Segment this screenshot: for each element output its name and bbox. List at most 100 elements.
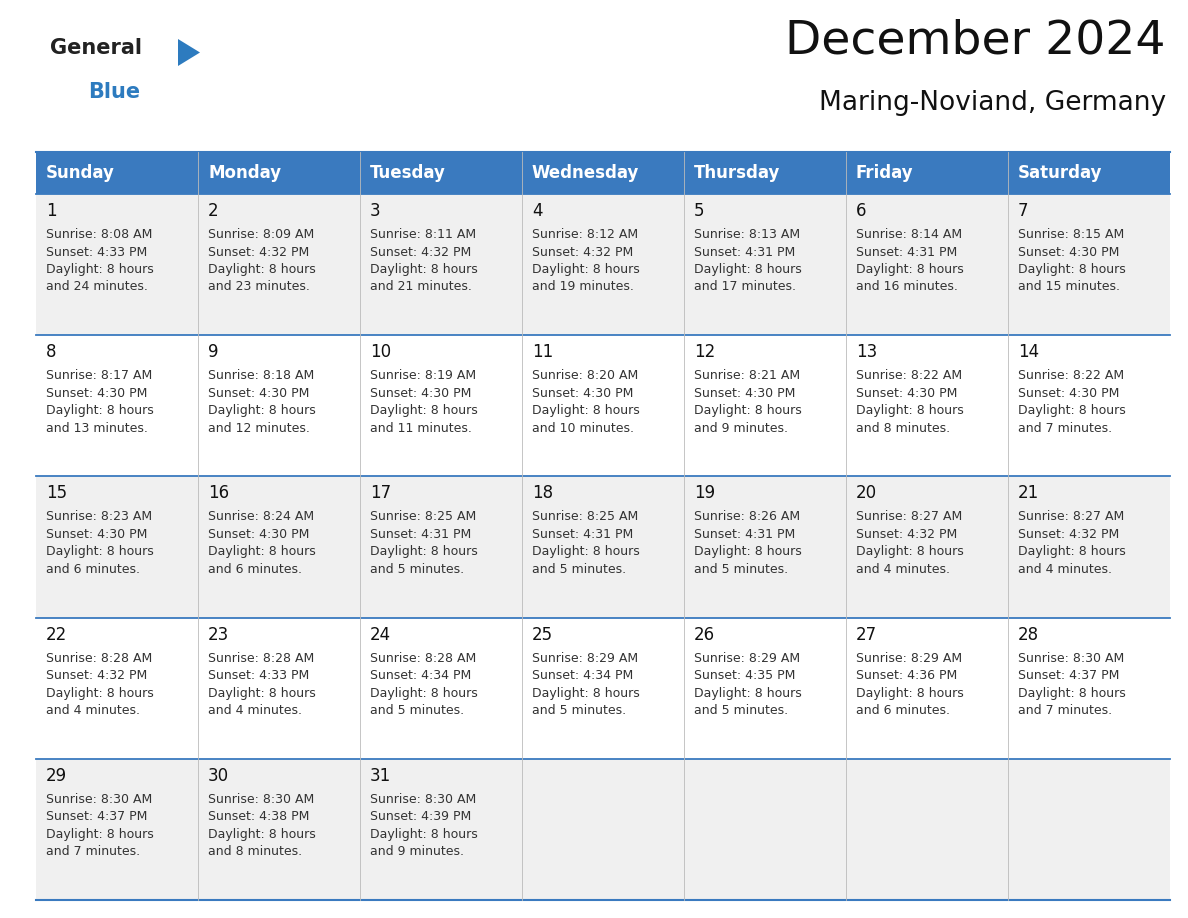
Text: Sunrise: 8:15 AM: Sunrise: 8:15 AM xyxy=(1018,228,1124,241)
Text: Sunset: 4:33 PM: Sunset: 4:33 PM xyxy=(46,245,147,259)
Text: Sunrise: 8:30 AM: Sunrise: 8:30 AM xyxy=(369,793,476,806)
Text: Sunrise: 8:28 AM: Sunrise: 8:28 AM xyxy=(369,652,476,665)
Text: 17: 17 xyxy=(369,485,391,502)
Text: and 7 minutes.: and 7 minutes. xyxy=(1018,704,1112,717)
Text: Sunset: 4:30 PM: Sunset: 4:30 PM xyxy=(857,386,958,399)
Text: 27: 27 xyxy=(857,625,877,644)
Text: 1: 1 xyxy=(46,202,57,220)
Text: Sunrise: 8:13 AM: Sunrise: 8:13 AM xyxy=(694,228,801,241)
Text: and 4 minutes.: and 4 minutes. xyxy=(46,704,140,717)
Text: 7: 7 xyxy=(1018,202,1029,220)
Text: Sunset: 4:30 PM: Sunset: 4:30 PM xyxy=(369,386,472,399)
Text: 21: 21 xyxy=(1018,485,1040,502)
Text: Sunset: 4:30 PM: Sunset: 4:30 PM xyxy=(208,528,309,541)
Text: Daylight: 8 hours: Daylight: 8 hours xyxy=(532,263,640,276)
Text: and 5 minutes.: and 5 minutes. xyxy=(369,563,465,576)
Text: and 9 minutes.: and 9 minutes. xyxy=(694,421,788,435)
Text: 20: 20 xyxy=(857,485,877,502)
Text: Thursday: Thursday xyxy=(694,164,781,182)
Text: Sunset: 4:30 PM: Sunset: 4:30 PM xyxy=(1018,386,1119,399)
Bar xyxy=(36,476,1170,618)
Text: Daylight: 8 hours: Daylight: 8 hours xyxy=(857,545,963,558)
Text: and 5 minutes.: and 5 minutes. xyxy=(532,704,626,717)
Text: 6: 6 xyxy=(857,202,866,220)
Text: Daylight: 8 hours: Daylight: 8 hours xyxy=(46,687,153,700)
Text: and 24 minutes.: and 24 minutes. xyxy=(46,281,147,294)
Text: Sunset: 4:34 PM: Sunset: 4:34 PM xyxy=(532,669,633,682)
Text: Sunrise: 8:19 AM: Sunrise: 8:19 AM xyxy=(369,369,476,382)
Text: Sunrise: 8:18 AM: Sunrise: 8:18 AM xyxy=(208,369,315,382)
Text: Sunset: 4:31 PM: Sunset: 4:31 PM xyxy=(369,528,472,541)
Text: Sunset: 4:32 PM: Sunset: 4:32 PM xyxy=(208,245,309,259)
Text: 26: 26 xyxy=(694,625,715,644)
Text: Sunrise: 8:30 AM: Sunrise: 8:30 AM xyxy=(46,793,152,806)
Text: and 5 minutes.: and 5 minutes. xyxy=(369,704,465,717)
Text: 11: 11 xyxy=(532,343,554,361)
Text: Sunrise: 8:12 AM: Sunrise: 8:12 AM xyxy=(532,228,638,241)
Text: Daylight: 8 hours: Daylight: 8 hours xyxy=(532,404,640,417)
Text: Daylight: 8 hours: Daylight: 8 hours xyxy=(369,404,478,417)
Text: Daylight: 8 hours: Daylight: 8 hours xyxy=(46,263,153,276)
Text: Daylight: 8 hours: Daylight: 8 hours xyxy=(694,687,802,700)
Text: Daylight: 8 hours: Daylight: 8 hours xyxy=(208,545,316,558)
Text: Sunday: Sunday xyxy=(46,164,115,182)
Text: Daylight: 8 hours: Daylight: 8 hours xyxy=(857,404,963,417)
Text: 18: 18 xyxy=(532,485,554,502)
Text: 15: 15 xyxy=(46,485,68,502)
Text: 24: 24 xyxy=(369,625,391,644)
Text: Sunset: 4:35 PM: Sunset: 4:35 PM xyxy=(694,669,796,682)
Text: Daylight: 8 hours: Daylight: 8 hours xyxy=(857,263,963,276)
Text: Daylight: 8 hours: Daylight: 8 hours xyxy=(46,404,153,417)
Text: and 17 minutes.: and 17 minutes. xyxy=(694,281,796,294)
Text: Sunrise: 8:09 AM: Sunrise: 8:09 AM xyxy=(208,228,315,241)
Text: Sunrise: 8:26 AM: Sunrise: 8:26 AM xyxy=(694,510,801,523)
Text: Sunrise: 8:25 AM: Sunrise: 8:25 AM xyxy=(369,510,476,523)
Text: 4: 4 xyxy=(532,202,543,220)
Text: Sunrise: 8:14 AM: Sunrise: 8:14 AM xyxy=(857,228,962,241)
Text: Sunrise: 8:27 AM: Sunrise: 8:27 AM xyxy=(1018,510,1124,523)
Text: and 5 minutes.: and 5 minutes. xyxy=(694,704,788,717)
Text: Daylight: 8 hours: Daylight: 8 hours xyxy=(369,828,478,841)
Text: Sunset: 4:37 PM: Sunset: 4:37 PM xyxy=(46,811,147,823)
Text: Daylight: 8 hours: Daylight: 8 hours xyxy=(1018,404,1126,417)
Bar xyxy=(36,335,1170,476)
Text: and 4 minutes.: and 4 minutes. xyxy=(1018,563,1112,576)
Text: Sunrise: 8:22 AM: Sunrise: 8:22 AM xyxy=(1018,369,1124,382)
Text: Sunset: 4:30 PM: Sunset: 4:30 PM xyxy=(46,528,147,541)
Text: Sunset: 4:33 PM: Sunset: 4:33 PM xyxy=(208,669,309,682)
Text: Sunset: 4:32 PM: Sunset: 4:32 PM xyxy=(1018,528,1119,541)
Text: Sunrise: 8:29 AM: Sunrise: 8:29 AM xyxy=(857,652,962,665)
Text: Daylight: 8 hours: Daylight: 8 hours xyxy=(532,687,640,700)
Polygon shape xyxy=(178,39,200,66)
Text: Daylight: 8 hours: Daylight: 8 hours xyxy=(857,687,963,700)
Text: Daylight: 8 hours: Daylight: 8 hours xyxy=(369,263,478,276)
Text: Sunset: 4:32 PM: Sunset: 4:32 PM xyxy=(857,528,958,541)
Text: Daylight: 8 hours: Daylight: 8 hours xyxy=(208,828,316,841)
Text: Sunrise: 8:30 AM: Sunrise: 8:30 AM xyxy=(1018,652,1124,665)
Text: and 7 minutes.: and 7 minutes. xyxy=(46,845,140,858)
Text: 13: 13 xyxy=(857,343,877,361)
Text: Sunset: 4:36 PM: Sunset: 4:36 PM xyxy=(857,669,958,682)
Text: and 5 minutes.: and 5 minutes. xyxy=(694,563,788,576)
Text: and 16 minutes.: and 16 minutes. xyxy=(857,281,958,294)
Text: Wednesday: Wednesday xyxy=(532,164,639,182)
Text: Sunset: 4:32 PM: Sunset: 4:32 PM xyxy=(369,245,472,259)
Text: 16: 16 xyxy=(208,485,229,502)
Text: 14: 14 xyxy=(1018,343,1040,361)
Text: Sunrise: 8:11 AM: Sunrise: 8:11 AM xyxy=(369,228,476,241)
Text: 25: 25 xyxy=(532,625,554,644)
Text: and 6 minutes.: and 6 minutes. xyxy=(208,563,302,576)
Bar xyxy=(36,759,1170,900)
Text: 2: 2 xyxy=(208,202,219,220)
Text: Friday: Friday xyxy=(857,164,914,182)
Text: and 19 minutes.: and 19 minutes. xyxy=(532,281,634,294)
Text: 19: 19 xyxy=(694,485,715,502)
Text: Sunrise: 8:29 AM: Sunrise: 8:29 AM xyxy=(532,652,638,665)
Text: Sunrise: 8:28 AM: Sunrise: 8:28 AM xyxy=(208,652,315,665)
Text: and 8 minutes.: and 8 minutes. xyxy=(208,845,302,858)
Text: Sunset: 4:31 PM: Sunset: 4:31 PM xyxy=(694,245,795,259)
Text: Sunset: 4:37 PM: Sunset: 4:37 PM xyxy=(1018,669,1119,682)
Bar xyxy=(36,194,1170,335)
Text: Sunset: 4:30 PM: Sunset: 4:30 PM xyxy=(208,386,309,399)
Text: Sunrise: 8:27 AM: Sunrise: 8:27 AM xyxy=(857,510,962,523)
